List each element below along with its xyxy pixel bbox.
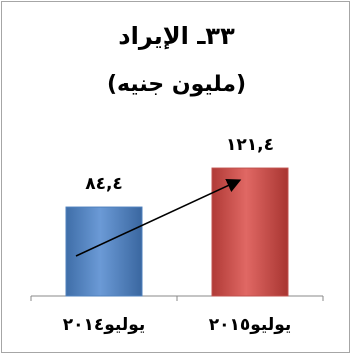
trend-arrow (75, 178, 242, 257)
data-label-2: ١٢١,٤ (226, 135, 274, 155)
chart-title: ٣٣ـ الإيراد (118, 22, 235, 50)
x-tick-label-2: يوليو٢٠١٥ (209, 315, 292, 335)
chart-subtitle: (مليون جنيه) (106, 72, 247, 97)
data-label-1: ٨٤,٤ (85, 174, 123, 194)
chart-frame (1, 1, 350, 353)
bar-2 (211, 167, 289, 297)
x-tick-label-1: يوليو٢٠١٤ (63, 315, 146, 335)
bar-1 (65, 206, 143, 297)
